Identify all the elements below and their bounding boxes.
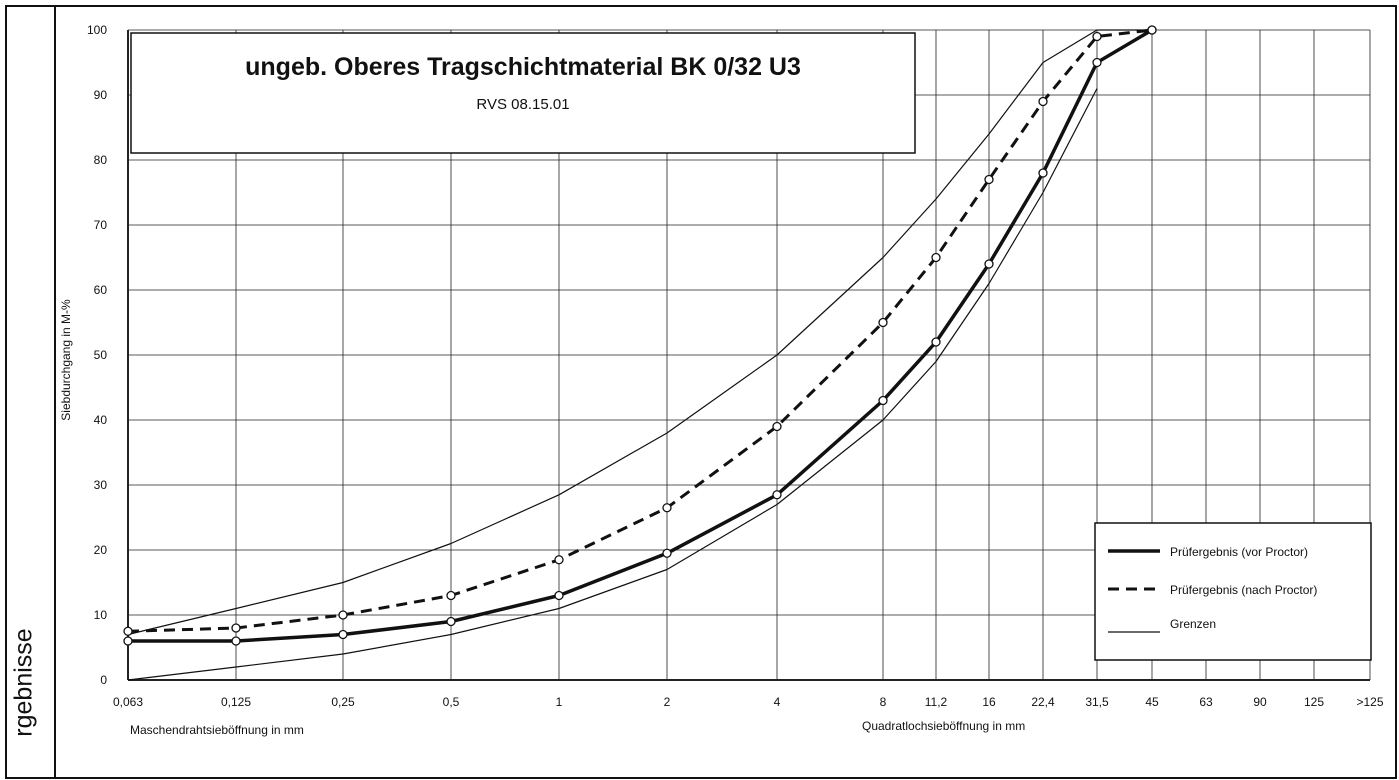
x-tick-label: 8 [880, 695, 887, 709]
x-tick-label: 0,125 [221, 695, 251, 709]
data-point-marker [984, 174, 994, 185]
legend-label-grenzen: Grenzen [1170, 617, 1216, 631]
data-point-marker [931, 337, 941, 347]
data-point-marker [1147, 25, 1157, 35]
data-point-marker [984, 259, 994, 269]
y-tick-label: 0 [100, 673, 107, 687]
series-markers [123, 25, 1157, 646]
x-tick-label: 4 [774, 695, 781, 709]
series-line-thin-solid [127, 88, 1098, 681]
x-tick-label: 22,4 [1031, 695, 1055, 709]
outer-frame [5, 5, 1397, 779]
y-tick-label: 90 [94, 88, 108, 102]
y-tick-label: 50 [94, 348, 108, 362]
y-tick-label: 80 [94, 153, 108, 167]
y-tick-label: 60 [94, 283, 108, 297]
data-point-marker [231, 623, 241, 633]
legend-label-vor-proctor: Prüfergebnis (vor Proctor) [1170, 545, 1308, 559]
y-axis-label: Siebdurchgang in M-% [59, 299, 73, 421]
x-tick-label: 0,063 [113, 695, 143, 709]
x-tick-label: >125 [1356, 695, 1383, 709]
data-point-marker [772, 421, 782, 432]
tick-labels: 0 10 20 30 40 50 60 70 80 90 100 0,063 0,125 0,25 0,5 1… [87, 23, 1384, 709]
x-tick-label: 11,2 [925, 695, 948, 709]
data-point-marker [931, 252, 941, 263]
x-tick-label: 1 [556, 695, 563, 709]
data-point-marker [662, 503, 672, 513]
data-point-marker [1038, 168, 1048, 178]
data-point-marker [446, 616, 456, 627]
data-point-marker [662, 548, 672, 558]
data-point-marker [554, 555, 564, 565]
data-point-marker [446, 590, 456, 601]
legend-label-nach-proctor: Prüfergebnis (nach Proctor) [1170, 583, 1317, 597]
x-tick-label: 45 [1145, 695, 1159, 709]
x-tick-label: 0,5 [443, 695, 460, 709]
x-tick-label: 125 [1304, 695, 1324, 709]
legend-box [1094, 522, 1372, 661]
data-point-marker [338, 610, 348, 620]
x-tick-label: 90 [1253, 695, 1267, 709]
data-point-marker [554, 590, 564, 601]
data-point-marker [338, 629, 348, 640]
data-point-marker [231, 636, 241, 646]
data-point-marker [123, 636, 133, 646]
x-tick-label: 16 [982, 695, 996, 709]
title-box [130, 32, 916, 154]
y-tick-label: 100 [87, 23, 107, 37]
y-tick-label: 30 [94, 478, 108, 492]
x-axis-label-left: Maschendrahtsieböffnung in mm [130, 723, 304, 737]
chart-subtitle: RVS 08.15.01 [476, 96, 569, 113]
data-point-marker [772, 490, 782, 500]
data-point-marker [878, 395, 888, 406]
x-axis-label-right: Quadratlochsieböffnung in mm [862, 719, 1025, 733]
x-tick-label: 2 [664, 695, 671, 709]
y-tick-label: 70 [94, 218, 108, 232]
x-tick-label: 0,25 [331, 695, 355, 709]
data-point-marker [1092, 31, 1102, 42]
x-tick-label: 63 [1199, 695, 1213, 709]
series-line-thin-solid [127, 29, 1152, 636]
y-tick-label: 10 [94, 608, 108, 622]
data-point-marker [123, 626, 133, 636]
data-point-marker [878, 317, 888, 328]
data-point-marker [1038, 96, 1048, 107]
y-tick-label: 20 [94, 543, 108, 557]
data-point-marker [1092, 57, 1102, 68]
chart-title: ungeb. Oberes Tragschichtmaterial BK 0/3… [245, 53, 801, 81]
x-tick-label: 31,5 [1085, 695, 1109, 709]
legend: Prüfergebnis (vor Proctor) Prüfergebnis … [1094, 522, 1372, 661]
y-tick-label: 40 [94, 413, 108, 427]
